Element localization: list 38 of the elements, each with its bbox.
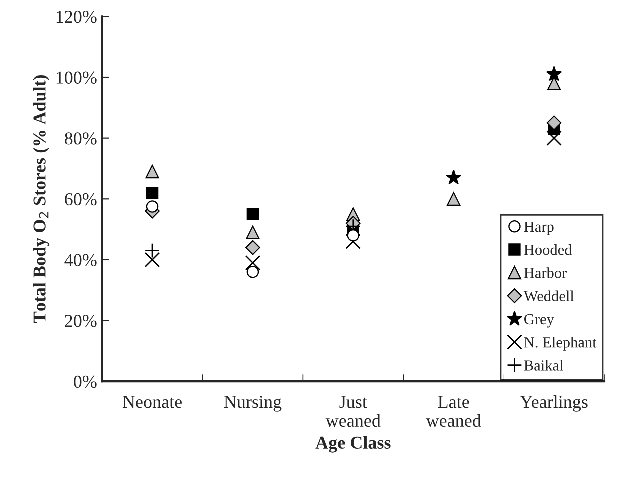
legend-label: Harbor <box>524 268 568 278</box>
point <box>146 164 160 179</box>
y-tick-label: 0% <box>74 376 97 388</box>
point <box>146 200 159 213</box>
legend-label: Weddell <box>524 290 574 302</box>
legend-label: Grey <box>524 314 554 328</box>
legend-label: Baikal <box>524 360 564 371</box>
point <box>246 208 260 220</box>
point <box>146 186 159 200</box>
x-tick-label: Late weaned <box>426 396 482 428</box>
x-tick-label: Neonate <box>122 396 182 408</box>
y-tick-label: 60% <box>65 193 97 206</box>
point <box>547 76 562 90</box>
point <box>346 234 362 250</box>
point <box>546 66 562 82</box>
x-tick-label: Yearlings <box>520 395 588 412</box>
y-tick-label: 80% <box>65 132 97 145</box>
y-tick-label: 40% <box>64 254 97 266</box>
y-tick-label: 120% <box>56 10 97 24</box>
point <box>446 170 462 185</box>
legend-label: N. Elephant <box>524 336 597 351</box>
x-tick-label: Just weaned <box>326 396 381 428</box>
y-tick-label: 100% <box>56 72 97 84</box>
point <box>546 130 562 146</box>
y-tick-label: 20% <box>65 315 97 328</box>
y-axis-title: Total Body O$_{2}$ Stores (% Adult) <box>33 75 50 324</box>
legend-label: Hooded <box>524 244 572 256</box>
point <box>347 230 360 242</box>
x-axis-title: Age Class <box>316 436 391 453</box>
point <box>246 240 260 256</box>
point <box>546 116 562 131</box>
point <box>246 226 260 240</box>
point <box>245 255 261 271</box>
x-tick-label: Nursing <box>224 396 282 412</box>
point <box>144 252 160 268</box>
point <box>144 243 160 258</box>
point <box>447 192 461 206</box>
legend-label: Harp <box>524 222 554 236</box>
